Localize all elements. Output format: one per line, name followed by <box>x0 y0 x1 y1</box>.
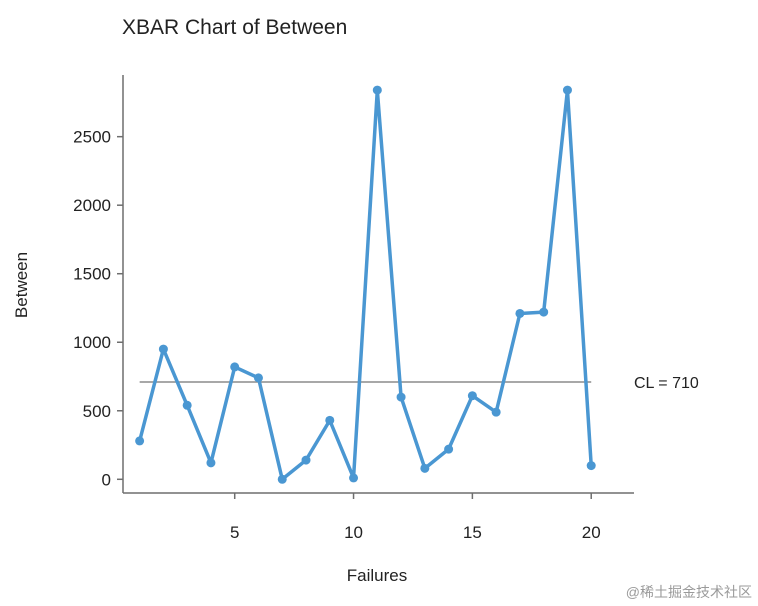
x-tick-label: 10 <box>344 523 363 542</box>
y-tick-label: 1000 <box>73 333 111 352</box>
data-point <box>539 307 549 317</box>
x-axis-label: Failures <box>347 566 407 585</box>
x-tick-label: 5 <box>230 523 239 542</box>
data-point <box>491 407 501 417</box>
axes <box>122 75 634 494</box>
x-tick-label: 15 <box>463 523 482 542</box>
data-point <box>135 436 145 446</box>
data-point <box>586 461 596 471</box>
data-point <box>444 444 454 454</box>
data-point <box>562 85 572 95</box>
y-tick-label: 1500 <box>73 265 111 284</box>
y-tick-label: 2000 <box>73 196 111 215</box>
watermark: @稀土掘金技术社区 <box>626 584 752 600</box>
data-point <box>325 415 335 425</box>
data-point <box>420 463 430 473</box>
data-point <box>182 400 192 410</box>
x-tick-label: 20 <box>582 523 601 542</box>
data-point <box>230 362 240 372</box>
y-axis-label: Between <box>12 252 31 318</box>
series-group <box>135 85 596 484</box>
data-point <box>277 474 287 484</box>
y-tick-label: 500 <box>83 402 111 421</box>
data-point <box>515 308 525 318</box>
data-point <box>206 458 216 468</box>
data-point <box>158 344 168 354</box>
data-point <box>349 473 359 483</box>
y-tick-label: 2500 <box>73 128 111 147</box>
data-point <box>301 455 311 465</box>
data-point <box>396 392 406 402</box>
series-line <box>137 88 593 482</box>
chart-title: XBAR Chart of Between <box>122 16 347 39</box>
center-line-label: CL = 710 <box>634 375 699 392</box>
data-point <box>467 391 477 401</box>
x-ticks: 5 10 15 20 <box>230 493 601 542</box>
y-tick-label: 0 <box>102 470 111 489</box>
data-point <box>253 373 263 383</box>
data-point <box>372 85 382 95</box>
y-ticks: 0 500 1000 1500 2000 2500 <box>73 128 123 489</box>
